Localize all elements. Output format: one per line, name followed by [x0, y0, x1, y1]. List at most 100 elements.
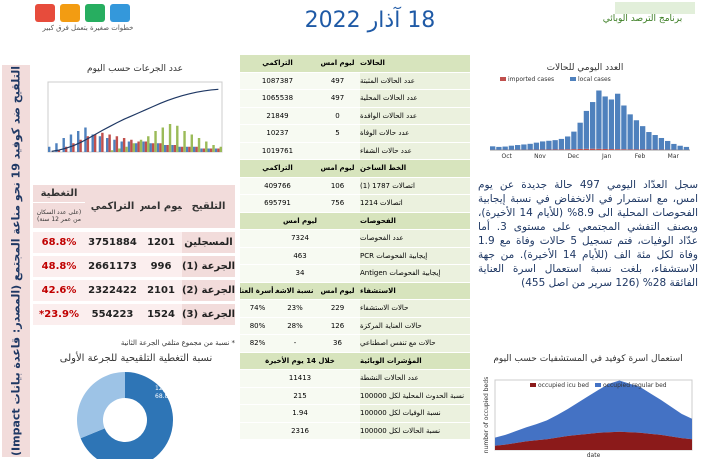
side-label: التلقيح ضد كوفيد 19 نحو مناعة المجتمع (ا…	[9, 66, 23, 456]
case-bar	[527, 143, 533, 150]
table-header: الحالات	[360, 55, 470, 73]
table-cell: نسبة الحالات لكل 100000	[360, 422, 470, 440]
dose-bar	[115, 136, 119, 152]
case-bar	[590, 148, 596, 150]
program-name: برنامج الترصد الوبائي	[602, 14, 683, 24]
case-bar	[583, 148, 590, 150]
dose-bar	[101, 132, 104, 152]
case-bar	[577, 122, 583, 149]
table-cell: 215	[240, 387, 360, 405]
dose-bar	[135, 143, 138, 152]
table-cell: 11413	[240, 370, 360, 388]
dose-bar	[217, 148, 220, 152]
vaccine-cell: الجرعة (1)	[182, 256, 235, 278]
legend-swatch	[570, 77, 576, 81]
dose-bar	[180, 146, 184, 152]
legend-swatch	[595, 383, 601, 387]
table-cell: عدد الحالات المثبتة	[360, 72, 470, 90]
vaccine-cell: 68.8%	[33, 232, 85, 254]
table-header: الاستشفاء	[360, 282, 470, 300]
case-bar	[571, 149, 577, 150]
doses-title: عدد الجرعات حسب اليوم	[87, 64, 183, 74]
dose-bar	[86, 136, 90, 152]
case-bar	[596, 90, 602, 149]
dose-bar	[132, 143, 135, 152]
dose-bar	[202, 148, 206, 152]
table-cell: 5	[315, 125, 360, 143]
dose-bar	[144, 141, 148, 152]
case-bar	[633, 149, 640, 150]
dose-bar	[193, 146, 196, 152]
table-cell: 0	[315, 107, 360, 125]
vaccine-cell: الجرعة (3)	[182, 304, 235, 326]
case-bar	[602, 96, 608, 149]
pie-slice	[80, 372, 173, 459]
vaccine-cell: الجرعة (2)	[182, 280, 235, 302]
case-bar	[646, 132, 652, 150]
dose-bar	[219, 146, 222, 152]
dose-bar	[62, 138, 65, 152]
month-label: Oct	[501, 153, 512, 160]
table-header: ليوم امس	[315, 55, 360, 73]
table-header: التراكمي	[240, 55, 315, 73]
dose-bar	[122, 138, 126, 152]
table-cell: 28%	[275, 317, 315, 335]
dose-bar	[72, 143, 75, 152]
vaccine-header: ليوم امس	[140, 185, 182, 229]
table-cell: 21849	[240, 107, 315, 125]
table-cell: 82%	[240, 335, 275, 353]
case-bar	[533, 142, 540, 150]
table-cell: حالات مع تنفس اصطناعي	[360, 335, 470, 353]
table-cell: -	[275, 335, 315, 353]
month-label: Feb	[635, 153, 646, 160]
table-header: % أسرة العناية	[240, 282, 275, 300]
logo-block	[85, 4, 105, 22]
dose-bar	[120, 141, 123, 152]
table-cell: عدد حالات الوفاة	[360, 125, 470, 143]
case-bar	[677, 145, 683, 150]
summary: سجل العدّاد اليومي 497 حالة جديدة عن يوم…	[478, 179, 699, 289]
x-axis-label: date	[587, 452, 601, 459]
vaccine-cell: 996	[140, 256, 182, 278]
table-cell: 463	[240, 247, 360, 265]
dose-bar	[91, 134, 94, 152]
case-bar	[621, 105, 627, 150]
dose-bar	[178, 146, 181, 152]
dose-bar	[110, 150, 114, 152]
dose-bar	[142, 141, 145, 152]
case-bar	[633, 120, 640, 150]
dose-bar	[195, 146, 198, 152]
vaccine-cell: 2322422	[85, 280, 140, 302]
vaccine-header: التغطية	[33, 185, 85, 203]
dose-bar	[166, 145, 169, 152]
legend-label: occupied icu bed	[538, 382, 589, 389]
dose-bar	[200, 148, 203, 152]
dose-bar	[130, 139, 133, 152]
month-label: Dec	[568, 153, 580, 160]
dose-bar	[205, 141, 208, 152]
icu-bed-area	[495, 431, 692, 450]
table-header: التراكمي	[240, 160, 315, 178]
dose-bar	[171, 145, 174, 152]
dose-bar	[139, 139, 143, 152]
legend-label: occupied regular bed	[603, 382, 667, 389]
dose-bar	[156, 143, 160, 152]
case-bar	[627, 149, 633, 150]
beds-title: استعمال اسرة كوفيد في المستشفيات حسب الي…	[493, 354, 683, 364]
legend-label: imported cases	[508, 76, 554, 83]
logo-block	[110, 4, 130, 22]
case-bar	[496, 146, 502, 150]
dose-bar	[106, 138, 109, 152]
case-bar	[558, 138, 565, 150]
dose-bar	[188, 146, 191, 152]
dose-bar	[183, 131, 186, 152]
case-bar	[577, 148, 583, 150]
table-header: % نسبة الاشغال	[275, 282, 315, 300]
dose-bar	[48, 146, 51, 152]
coverage-note: (على عدد السكان من عمر 12 سنة)	[33, 203, 85, 229]
table-cell: 695791	[240, 195, 315, 213]
pie-label: 12y+ at least 1 dose	[155, 385, 218, 392]
case-bar	[652, 135, 658, 150]
case-bar	[615, 93, 621, 150]
case-bar	[627, 114, 633, 150]
